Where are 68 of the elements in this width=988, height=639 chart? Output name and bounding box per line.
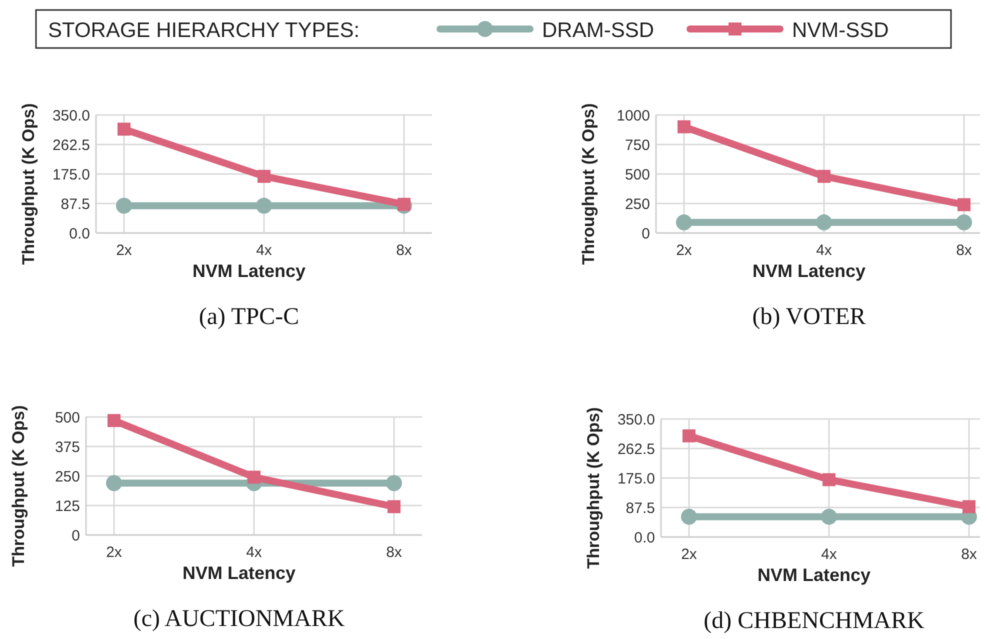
x-tick-label: 2x xyxy=(681,546,698,563)
y-tick-label: 87.5 xyxy=(60,196,90,213)
x-axis-title: NVM Latency xyxy=(752,261,866,281)
point xyxy=(676,214,692,230)
y-tick-label: 500 xyxy=(624,166,650,184)
x-tick-label: 2x xyxy=(676,242,692,259)
y-tick-label: 350.0 xyxy=(52,107,90,124)
point xyxy=(106,475,122,492)
point xyxy=(956,214,972,230)
point xyxy=(386,475,402,492)
point xyxy=(256,198,272,214)
point xyxy=(398,198,410,211)
y-tick-label: 0 xyxy=(72,527,80,544)
y-tick-label: 0.0 xyxy=(634,529,655,546)
point xyxy=(818,170,830,183)
y-axis-title: Throughput (K Ops) xyxy=(9,405,28,567)
y-tick-label: 375 xyxy=(54,438,80,456)
y-tick-label: 500 xyxy=(54,409,80,426)
x-tick-label: 8x xyxy=(956,242,972,259)
y-tick-label: 0 xyxy=(642,225,650,242)
x-axis-title: NVM Latency xyxy=(192,261,306,281)
x-tick-label: 4x xyxy=(816,242,832,259)
point xyxy=(116,198,132,214)
text: (c) AUCTIONMARK xyxy=(133,606,346,632)
point xyxy=(958,198,970,212)
text: (b) VOTER xyxy=(752,304,866,330)
point xyxy=(822,473,836,486)
point xyxy=(682,429,696,442)
x-tick-label: 8x xyxy=(386,544,402,561)
y-tick-label: 250 xyxy=(54,468,80,486)
y-axis-title: Throughput (K Ops) xyxy=(584,407,603,569)
y-tick-label: 262.5 xyxy=(617,440,655,458)
y-axis-title: Throughput (K Ops) xyxy=(579,103,598,265)
x-tick-label: 8x xyxy=(396,242,412,259)
y-tick-label: 250 xyxy=(624,196,650,213)
point xyxy=(258,170,270,183)
point xyxy=(681,508,697,525)
x-tick-label: 2x xyxy=(116,242,132,259)
y-tick-label: 0.0 xyxy=(69,225,90,242)
x-axis-title: NVM Latency xyxy=(757,565,871,585)
y-tick-label: 125 xyxy=(54,498,80,515)
point xyxy=(108,414,120,428)
x-tick-label: 4x xyxy=(256,242,272,259)
text: (d) CHBENCHMARK xyxy=(704,608,925,634)
y-tick-label: 87.5 xyxy=(626,500,655,517)
legend-title: STORAGE HIERARCHY TYPES: xyxy=(48,19,360,42)
y-tick-label: 1000 xyxy=(616,107,650,124)
point xyxy=(821,508,837,525)
y-tick-label: 262.5 xyxy=(52,136,90,154)
y-tick-label: 175.0 xyxy=(52,166,90,184)
point xyxy=(118,122,130,136)
y-tick-label: 750 xyxy=(624,136,650,154)
legend-label: NVM-SSD xyxy=(792,19,889,42)
point xyxy=(388,500,400,514)
point xyxy=(962,500,976,514)
x-tick-label: 4x xyxy=(246,544,262,561)
text: (a) TPC-C xyxy=(198,304,300,330)
x-axis-title: NVM Latency xyxy=(182,563,296,583)
y-tick-label: 350.0 xyxy=(617,411,655,428)
x-tick-label: 4x xyxy=(821,546,838,563)
point xyxy=(248,470,260,484)
point xyxy=(678,120,690,134)
x-tick-label: 8x xyxy=(961,546,978,563)
y-tick-label: 175.0 xyxy=(617,470,655,488)
x-tick-label: 2x xyxy=(106,544,122,561)
y-axis-title: Throughput (K Ops) xyxy=(19,103,38,265)
point xyxy=(816,214,832,230)
legend-label: DRAM-SSD xyxy=(542,19,654,42)
